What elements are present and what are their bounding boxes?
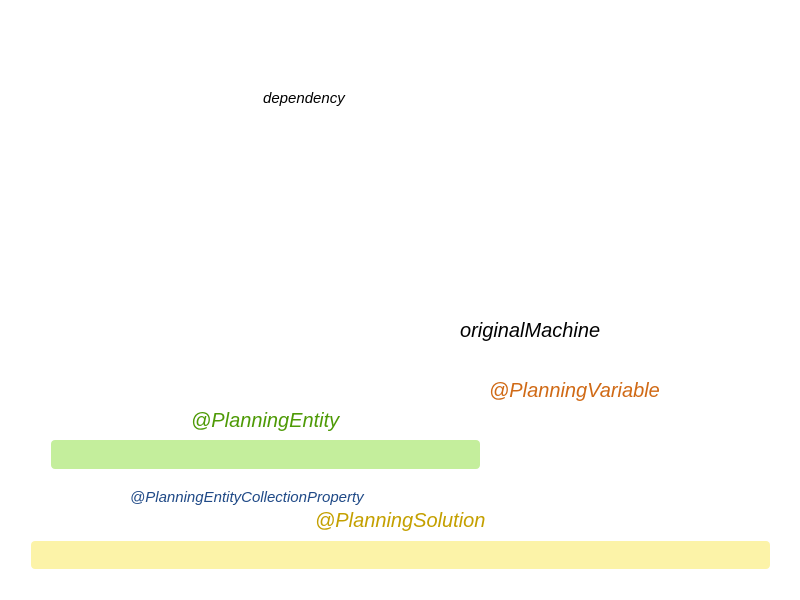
planning-entity-bar — [51, 440, 480, 469]
dependency-label: dependency — [263, 90, 345, 107]
planning-entity-collection-property-label: @PlanningEntityCollectionProperty — [130, 489, 364, 506]
original-machine-label: originalMachine — [460, 320, 601, 342]
planning-variable-label: @PlanningVariable — [489, 380, 660, 402]
planning-solution-label: @PlanningSolution — [315, 510, 486, 532]
planning-solution-bar — [31, 541, 770, 569]
planning-entity-label: @PlanningEntity — [191, 410, 340, 432]
